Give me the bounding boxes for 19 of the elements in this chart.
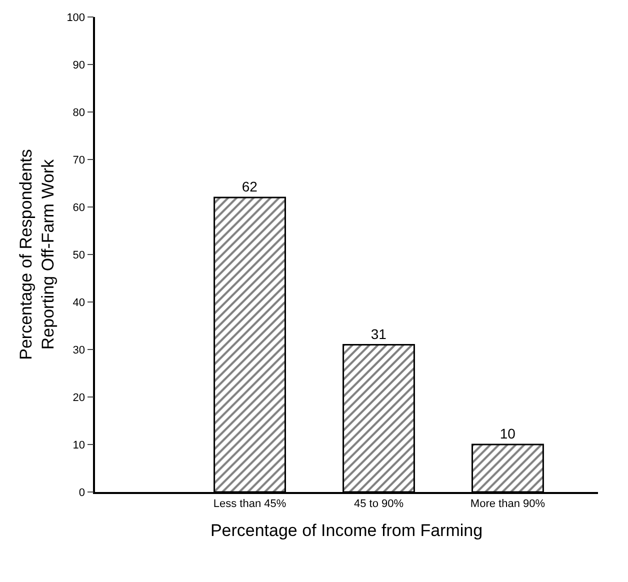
x-tick-label: More than 90%	[470, 498, 546, 510]
x-tick-label: 45 to 90%	[354, 498, 404, 510]
y-tick-label: 60	[72, 202, 86, 214]
x-tick-label: Less than 45%	[213, 498, 286, 510]
y-tick-label: 50	[72, 249, 86, 262]
data-label: 62	[242, 178, 258, 194]
x-axis-title: Percentage of Income from Farming	[210, 520, 483, 540]
y-tick-label: 100	[66, 12, 86, 24]
y-axis-title: Percentage of Respondents Reporting Off-Farm Work	[16, 149, 58, 360]
data-label: 31	[370, 326, 387, 342]
y-tick-label: 20	[72, 392, 86, 404]
y-tick-label: 30	[72, 344, 86, 356]
y-tick-label: 70	[72, 154, 86, 166]
y-tick-label: 10	[72, 439, 86, 452]
y-tick-label: 40	[72, 296, 86, 309]
y-tick-label: 0	[78, 486, 86, 499]
y-tick-label: 80	[72, 106, 86, 119]
y-tick-label: 90	[72, 59, 86, 72]
data-label: 10	[500, 426, 516, 442]
